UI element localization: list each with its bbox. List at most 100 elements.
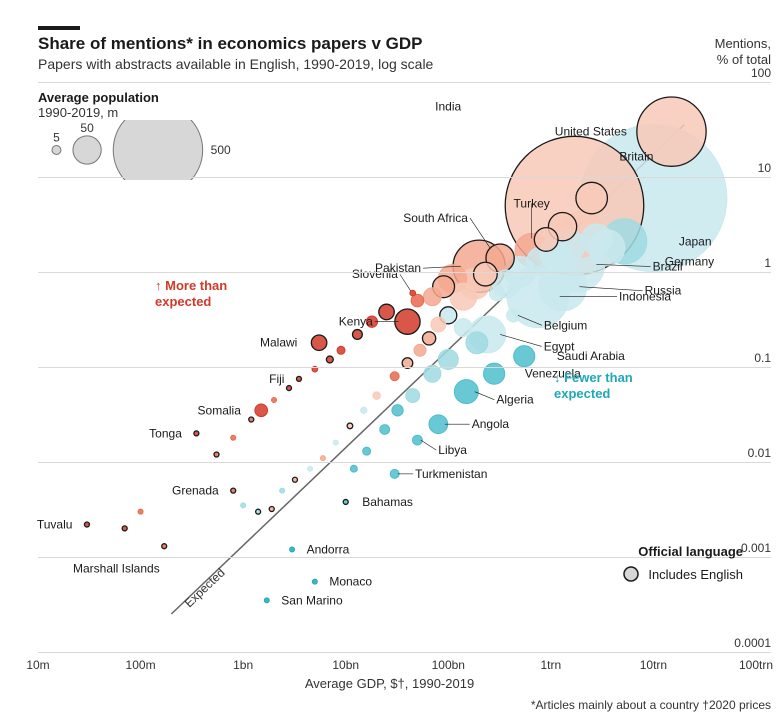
- label-leader: [400, 274, 411, 291]
- country-bubble: [290, 547, 295, 552]
- country-bubble: [162, 544, 167, 549]
- lang-legend-heading: Official language: [622, 544, 743, 559]
- country-bubble: [311, 335, 326, 350]
- country-label: Tuvalu: [37, 517, 73, 531]
- country-bubble: [353, 330, 363, 340]
- lang-legend-swatch: [622, 565, 640, 583]
- country-bubble: [534, 228, 558, 252]
- x-tick-label: 10bn: [332, 658, 359, 672]
- country-bubble: [350, 465, 357, 472]
- gridline: [38, 272, 771, 273]
- country-label: Libya: [438, 443, 467, 457]
- country-label: Japan: [679, 234, 712, 248]
- country-bubble: [410, 290, 416, 296]
- country-label: Andorra: [307, 542, 350, 556]
- lang-legend-row: Includes English: [622, 565, 743, 583]
- country-bubble: [280, 488, 285, 493]
- footnote: *Articles mainly about a country †2020 p…: [531, 698, 771, 712]
- y-tick-label: 1: [764, 256, 771, 270]
- y-tick-label: 0.1: [754, 351, 771, 365]
- country-bubble: [581, 224, 612, 255]
- country-bubble: [390, 372, 399, 381]
- country-bubble: [256, 509, 261, 514]
- lang-legend-label: Includes English: [648, 567, 743, 582]
- country-label: Angola: [472, 417, 510, 431]
- x-tick-label: 100bn: [432, 658, 465, 672]
- label-leader: [500, 334, 542, 346]
- country-label: South Africa: [403, 211, 468, 225]
- country-bubble: [414, 344, 426, 356]
- country-bubble: [343, 499, 348, 504]
- country-label: Slovenia: [352, 267, 398, 281]
- country-bubble: [308, 466, 313, 471]
- country-label: Marshall Islands: [73, 562, 160, 576]
- x-tick-label: 100m: [126, 658, 156, 672]
- x-tick-label: 1trn: [541, 658, 562, 672]
- x-tick-label: 10m: [26, 658, 49, 672]
- y-tick-label: 100: [751, 66, 771, 80]
- country-bubble: [347, 423, 353, 429]
- country-label: Kenya: [339, 315, 373, 329]
- country-bubble: [392, 405, 403, 416]
- country-bubble: [423, 288, 441, 306]
- y-tick-label: 0.001: [741, 541, 771, 555]
- x-tick-label: 10trn: [640, 658, 667, 672]
- country-bubble: [241, 503, 246, 508]
- country-label: Algeria: [496, 393, 534, 407]
- country-label: Turkmenistan: [415, 467, 487, 481]
- country-label: United States: [555, 125, 627, 139]
- country-bubble: [292, 477, 297, 482]
- x-tick-label: 100trn: [739, 658, 773, 672]
- x-tick-label: 1bn: [233, 658, 253, 672]
- country-label: Tonga: [149, 426, 182, 440]
- y-tick-label: 0.0001: [734, 636, 771, 650]
- label-leader: [421, 440, 436, 450]
- country-bubble: [337, 346, 345, 354]
- country-bubble: [489, 285, 504, 300]
- gridline: [38, 82, 771, 83]
- country-bubble: [138, 509, 143, 514]
- country-bubble: [474, 262, 498, 286]
- country-bubble: [466, 332, 488, 354]
- country-bubble: [194, 431, 199, 436]
- country-bubble: [264, 598, 269, 603]
- gridline: [38, 652, 771, 653]
- country-bubble: [255, 404, 268, 417]
- country-bubble: [312, 579, 317, 584]
- country-label: Saudi Arabia: [557, 349, 625, 363]
- country-label: Bahamas: [362, 495, 413, 509]
- annotation-fewer-than-expected: ↓ Fewer thanexpected: [554, 370, 633, 403]
- country-bubble: [296, 376, 301, 381]
- country-bubble: [363, 447, 371, 455]
- country-bubble: [122, 526, 127, 531]
- language-legend: Official language Includes English: [622, 544, 743, 583]
- country-label: Malawi: [260, 336, 297, 350]
- country-label: Belgium: [544, 318, 587, 332]
- country-bubble: [379, 304, 394, 319]
- country-bubble: [231, 435, 236, 440]
- country-label: Turkey: [514, 196, 550, 210]
- y-tick-label: 10: [758, 161, 771, 175]
- country-label: San Marino: [281, 593, 343, 607]
- gridline: [38, 177, 771, 178]
- country-bubble: [380, 425, 390, 435]
- country-label: Somalia: [198, 403, 242, 417]
- country-label: India: [435, 99, 461, 113]
- y-tick-label: 0.01: [748, 446, 771, 460]
- country-bubble: [514, 346, 535, 367]
- country-bubble: [406, 389, 420, 403]
- gridline: [38, 367, 771, 368]
- country-label: Britain: [619, 149, 653, 163]
- annotation-more-than-expected: ↑ More thanexpected: [155, 278, 227, 311]
- country-label: Grenada: [172, 484, 219, 498]
- country-bubble: [454, 319, 472, 337]
- country-bubble: [326, 356, 333, 363]
- country-bubble: [272, 397, 277, 402]
- country-label: Germany: [665, 255, 714, 269]
- x-axis-label: Average GDP, $†, 1990-2019: [305, 676, 474, 691]
- country-label: Russia: [645, 284, 682, 298]
- country-bubble: [84, 522, 89, 527]
- trendline-label: Expected: [182, 565, 228, 610]
- country-bubble: [249, 417, 254, 422]
- country-bubble: [431, 317, 446, 332]
